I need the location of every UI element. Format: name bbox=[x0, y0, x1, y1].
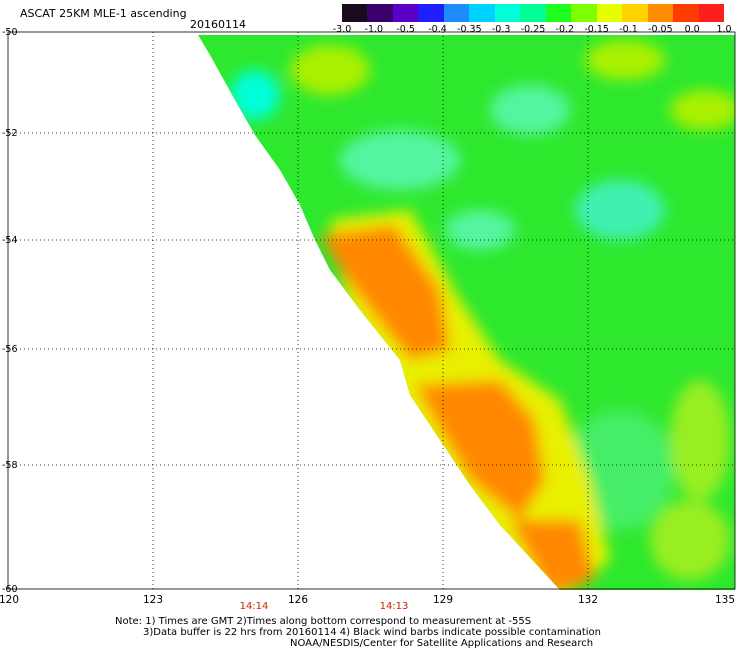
colorbar-swatch bbox=[596, 4, 623, 22]
longitude-label: 126 bbox=[288, 594, 308, 606]
field-cyan-5 bbox=[445, 210, 515, 250]
colorbar bbox=[342, 4, 725, 22]
latitude-label: -50 bbox=[2, 27, 18, 38]
colorbar-swatch bbox=[673, 4, 699, 22]
colorbar-label: -0.3 bbox=[491, 24, 511, 35]
colorbar-label: -0.1 bbox=[619, 24, 638, 35]
map-title: ASCAT 25KM MLE-1 ascending bbox=[20, 7, 187, 20]
colorbar-swatch bbox=[392, 4, 419, 22]
colorbar-label: -0.4 bbox=[428, 24, 447, 35]
latitude-label: -52 bbox=[2, 128, 18, 139]
time-mark-label: 14:13 bbox=[380, 601, 409, 612]
colorbar-swatch bbox=[622, 4, 648, 22]
colorbar-swatch bbox=[367, 4, 393, 22]
colorbar-labels: -3.0 -1.0 -0.5 -0.4 -0.35 -0.3 -0.25 -0.2 -0.15-… bbox=[330, 24, 735, 36]
colorbar-label: -0.2 bbox=[555, 24, 575, 35]
colorbar-swatch bbox=[698, 4, 725, 22]
field-cyan-1 bbox=[230, 70, 280, 120]
field-lime-3 bbox=[670, 90, 735, 130]
field-cyan-3 bbox=[490, 85, 570, 135]
latitude-labels: -50 -52 -54 -56 -58 -60 bbox=[2, 27, 18, 595]
colorbar-swatch bbox=[469, 4, 495, 22]
note-line-1: Note: 1) Times are GMT 2)Times along bot… bbox=[115, 616, 532, 627]
longitude-label: 120 bbox=[0, 594, 19, 606]
colorbar-swatch bbox=[520, 4, 546, 22]
field-lime-2 bbox=[585, 40, 665, 80]
colorbar-label: -0.05 bbox=[648, 24, 673, 35]
field-cyan-2 bbox=[340, 130, 460, 190]
latitude-label: -56 bbox=[2, 344, 18, 355]
footnotes: Note: 1) Times are GMT 2)Times along bot… bbox=[115, 616, 601, 649]
note-line-3: NOAA/NESDIS/Center for Satellite Applica… bbox=[290, 638, 594, 649]
colorbar-label: -0.35 bbox=[457, 24, 482, 35]
colorbar-label: -3.0 bbox=[332, 24, 352, 35]
longitude-label: 132 bbox=[578, 594, 598, 606]
graticule bbox=[8, 32, 735, 589]
colorbar-label: -0.5 bbox=[396, 24, 415, 35]
field-lime-5 bbox=[650, 500, 730, 580]
colorbar-swatch bbox=[494, 4, 521, 22]
latitude-label: -60 bbox=[2, 584, 18, 595]
colorbar-swatch bbox=[418, 4, 444, 22]
longitude-label: 129 bbox=[433, 594, 453, 606]
map-date: 20160114 bbox=[190, 18, 246, 31]
field-orange-core-2 bbox=[415, 380, 545, 520]
latitude-label: -58 bbox=[2, 460, 18, 471]
colorbar-swatch bbox=[545, 4, 572, 22]
field-lime-1 bbox=[290, 45, 370, 95]
longitude-label: 123 bbox=[143, 594, 163, 606]
field-orange-core-3 bbox=[510, 520, 595, 590]
colorbar-label: -0.25 bbox=[520, 24, 546, 35]
latitude-label: -54 bbox=[2, 235, 18, 246]
colorbar-label: 0.0 bbox=[684, 24, 700, 35]
field-lime-4 bbox=[670, 380, 730, 500]
longitude-labels: 120 123 126 129 132 135 bbox=[0, 594, 735, 606]
time-labels: 14:14 14:13 bbox=[240, 601, 409, 612]
colorbar-label: -1.0 bbox=[364, 24, 384, 35]
longitude-label: 135 bbox=[715, 594, 735, 606]
wind-field bbox=[198, 35, 735, 590]
colorbar-label: -0.15 bbox=[584, 24, 609, 35]
colorbar-swatch bbox=[342, 4, 368, 22]
field-orange-core-1 bbox=[320, 225, 450, 360]
colorbar-swatch bbox=[647, 4, 674, 22]
colorbar-swatch bbox=[443, 4, 470, 22]
note-line-2: 3)Data buffer is 22 hrs from 20160114 4)… bbox=[143, 627, 601, 638]
colorbar-label: 1.0 bbox=[716, 24, 732, 35]
field-cyan-4 bbox=[575, 180, 665, 240]
time-mark-label: 14:14 bbox=[240, 601, 269, 612]
colorbar-swatch bbox=[571, 4, 597, 22]
map-frame bbox=[7, 31, 736, 590]
